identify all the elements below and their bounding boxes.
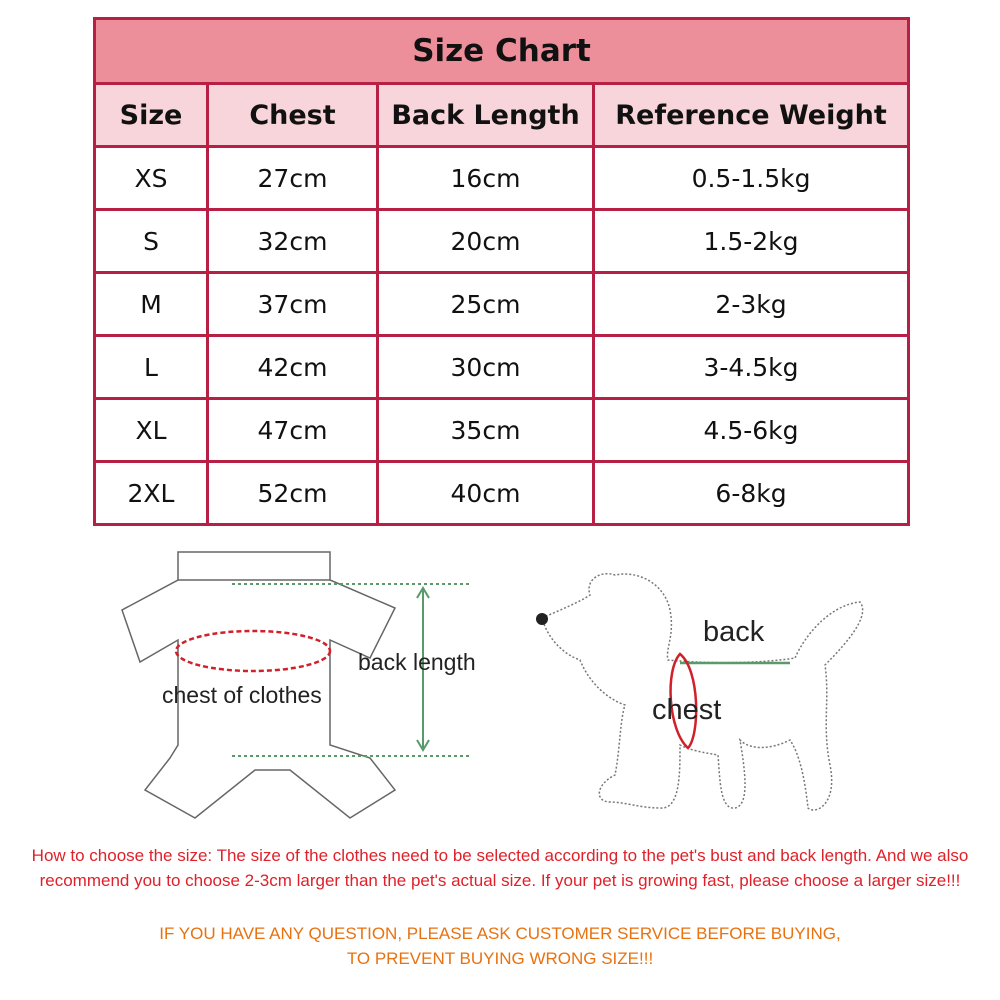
back-label: back xyxy=(703,616,765,648)
cell-size: 2XL xyxy=(93,460,209,526)
cell-back-length: 16cm xyxy=(376,145,595,211)
header-chest: Chest xyxy=(206,82,379,148)
table-row: S 32cm 20cm 1.5-2kg xyxy=(93,208,911,274)
table-title: Size Chart xyxy=(92,17,911,85)
table-row: XL 47cm 35cm 4.5-6kg xyxy=(93,397,911,463)
cell-chest: 27cm xyxy=(206,145,379,211)
cell-back-length: 40cm xyxy=(376,460,595,526)
header-back-length: Back Length xyxy=(376,82,595,148)
size-guide-note: How to choose the size: The size of the … xyxy=(31,846,969,890)
cell-chest: 37cm xyxy=(206,271,379,337)
cell-weight: 3-4.5kg xyxy=(591,334,911,400)
chest-of-clothes-label: chest of clothes xyxy=(162,682,322,708)
cell-chest: 42cm xyxy=(206,334,379,400)
warning-line-1: IF YOU HAVE ANY QUESTION, PLEASE ASK CUS… xyxy=(159,924,841,943)
dog-outline xyxy=(541,573,864,811)
header-weight: Reference Weight xyxy=(591,82,911,148)
cell-size: XS xyxy=(93,145,209,211)
warning-note: IF YOU HAVE ANY QUESTION, PLEASE ASK CUS… xyxy=(0,921,1000,971)
chest-label: chest xyxy=(652,694,721,726)
cell-chest: 47cm xyxy=(206,397,379,463)
cell-size: S xyxy=(93,208,209,274)
chest-measure-ring xyxy=(669,652,698,750)
cell-weight: 4.5-6kg xyxy=(591,397,911,463)
cell-size: L xyxy=(93,334,209,400)
table-row: 2XL 52cm 40cm 6-8kg xyxy=(93,460,911,526)
table-row: L 42cm 30cm 3-4.5kg xyxy=(93,334,911,400)
table-row: M 37cm 25cm 2-3kg xyxy=(93,271,911,337)
cell-weight: 6-8kg xyxy=(591,460,911,526)
cell-back-length: 20cm xyxy=(376,208,595,274)
size-chart-table: Size Chart Size Chest Back Length Refere… xyxy=(92,17,911,526)
cell-back-length: 35cm xyxy=(376,397,595,463)
measurement-diagram: back length chest of clothes back chest xyxy=(121,551,864,819)
cell-weight: 0.5-1.5kg xyxy=(591,145,911,211)
cell-back-length: 25cm xyxy=(376,271,595,337)
table-row: XS 27cm 16cm 0.5-1.5kg xyxy=(93,145,911,211)
cell-chest: 32cm xyxy=(206,208,379,274)
cell-weight: 1.5-2kg xyxy=(591,208,911,274)
cell-weight: 2-3kg xyxy=(591,271,911,337)
header-row: Size Chest Back Length Reference Weight xyxy=(93,82,911,148)
cell-chest: 52cm xyxy=(206,460,379,526)
back-length-label: back length xyxy=(358,649,476,675)
cell-back-length: 30cm xyxy=(376,334,595,400)
dog-nose-icon xyxy=(536,613,548,625)
cell-size: XL xyxy=(93,397,209,463)
chest-measure-line xyxy=(174,629,332,673)
warning-line-2: TO PREVENT BUYING WRONG SIZE!!! xyxy=(346,949,654,968)
header-size: Size xyxy=(93,82,209,148)
clothes-outline xyxy=(121,551,397,819)
cell-size: M xyxy=(93,271,209,337)
